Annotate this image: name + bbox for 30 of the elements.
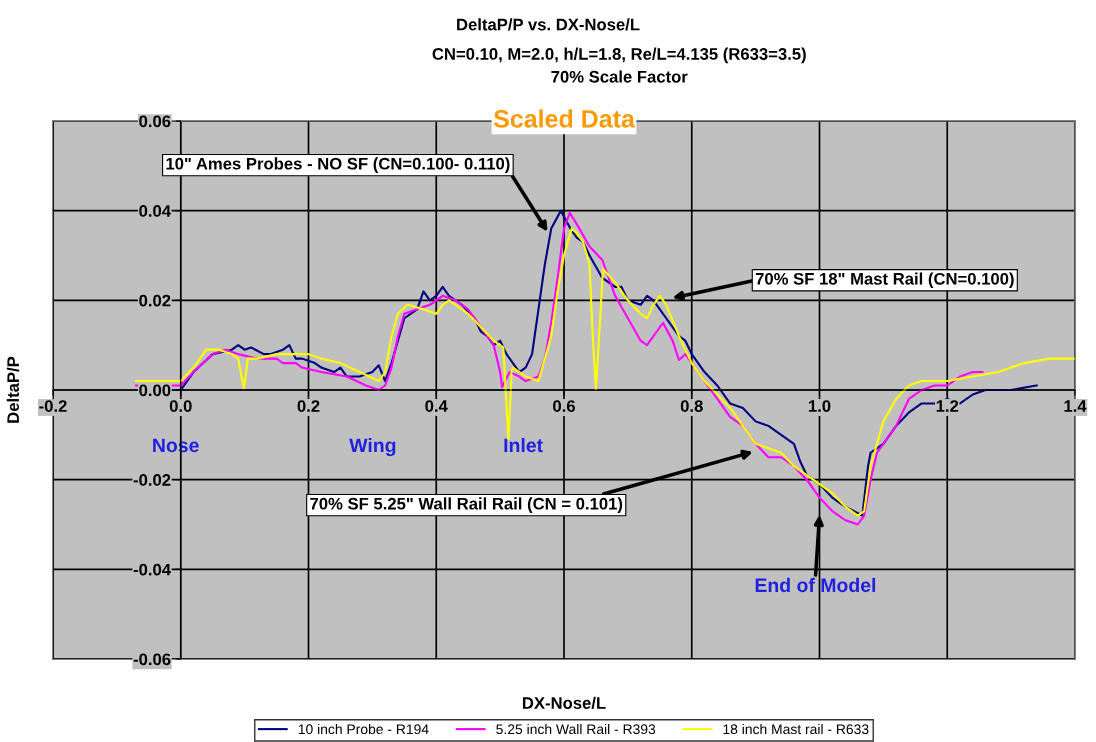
legend-label: 10 inch Probe - R194 bbox=[298, 723, 429, 735]
annotation: Inlet bbox=[504, 437, 543, 453]
y-tick-label: 0.06 bbox=[139, 115, 171, 128]
y-tick-label: -0.06 bbox=[133, 653, 171, 666]
x-tick-label: 0.8 bbox=[680, 400, 703, 412]
legend-label: 5.25 inch Wall Rail - R393 bbox=[496, 723, 656, 735]
chart-subtitle: CN=0.10, M=2.0, h/L=1.8, Re/L=4.135 (R633=3.5) 70% Scale Factor bbox=[432, 47, 806, 83]
y-tick-label: -0.02 bbox=[133, 474, 171, 486]
chart-title: DeltaP/P vs. DX-Nose/L bbox=[457, 18, 640, 31]
annotation: Scaled Data bbox=[493, 109, 636, 128]
annotation: 70% SF 5.25" Wall Rail Rail (CN = 0.101) bbox=[310, 497, 623, 513]
x-tick-label: 0.0 bbox=[169, 400, 192, 412]
x-tick-label: 0.2 bbox=[297, 400, 320, 412]
x-tick-label: 1.2 bbox=[936, 400, 959, 412]
legend-label: 18 inch Mast rail - R633 bbox=[723, 723, 869, 735]
y-tick-label: -0.04 bbox=[133, 563, 171, 576]
y-axis-title: DeltaP/P bbox=[6, 356, 20, 423]
x-axis-title: DX-Nose/L bbox=[522, 696, 606, 710]
y-tick-label: 0.02 bbox=[139, 294, 171, 307]
annotation: 70% SF 18" Mast Rail (CN=0.100) bbox=[755, 272, 1014, 289]
x-tick-label: 0.4 bbox=[425, 400, 448, 412]
annotation: Wing bbox=[349, 437, 396, 457]
y-tick-label: 0.00 bbox=[139, 384, 171, 397]
x-tick-label: 1.0 bbox=[808, 400, 831, 412]
x-tick-label: 0.6 bbox=[553, 400, 575, 412]
x-tick-label: 1.4 bbox=[1064, 400, 1087, 412]
x-tick-label: -0.2 bbox=[39, 400, 67, 412]
annotation: End of Model bbox=[755, 577, 876, 593]
y-tick-label: 0.04 bbox=[139, 205, 171, 217]
annotation: 10" Ames Probes - NO SF (CN=0.100- 0.110) bbox=[166, 157, 510, 173]
